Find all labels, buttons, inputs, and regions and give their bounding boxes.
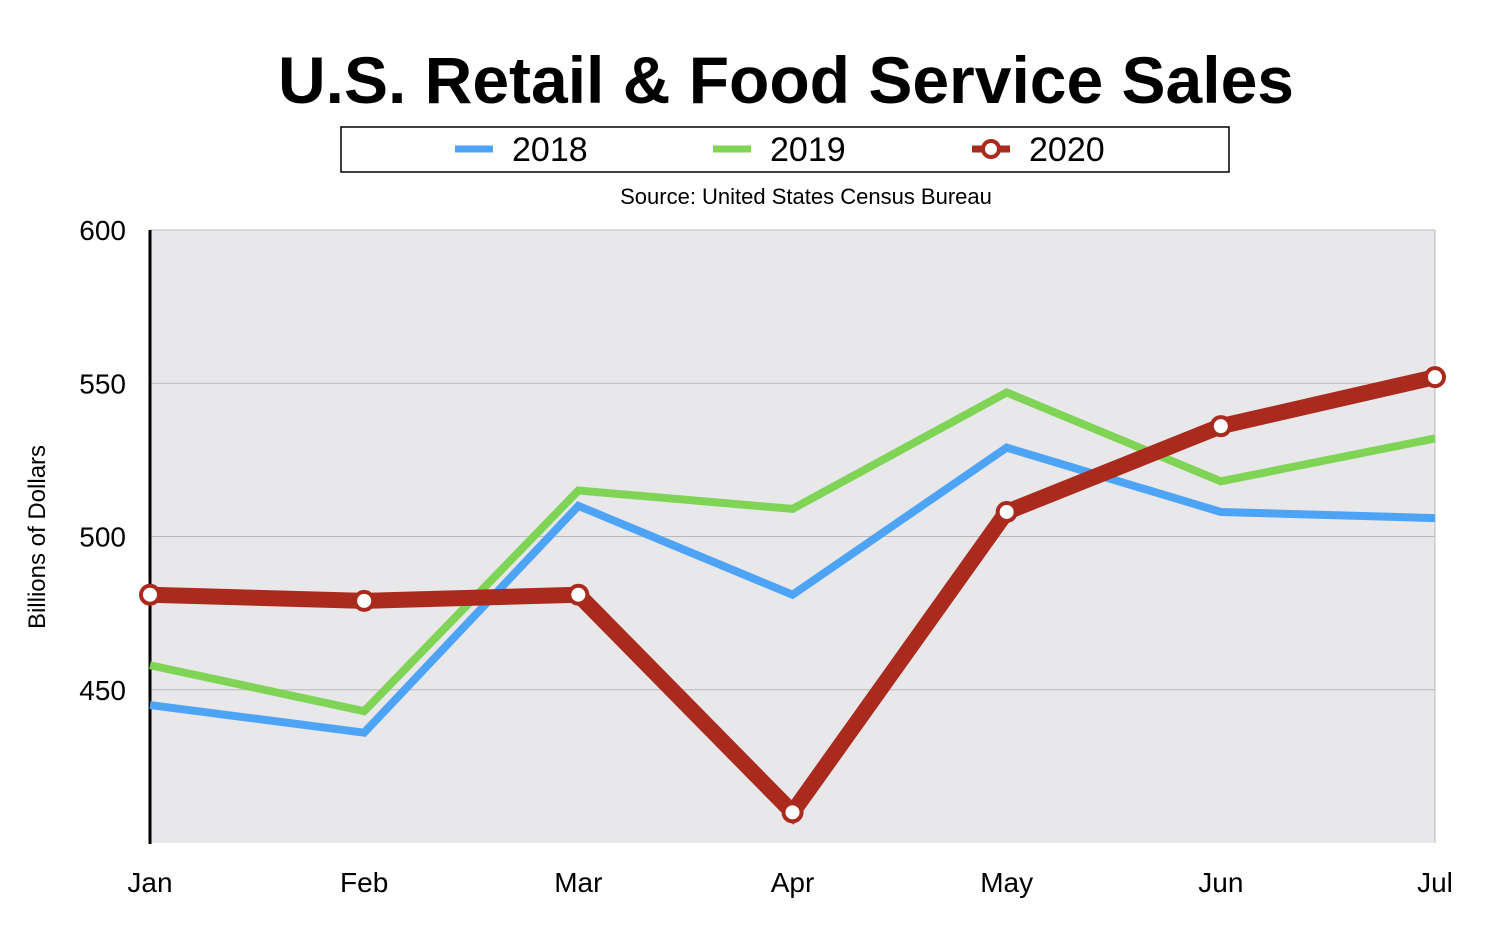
series-2019 bbox=[149, 388, 1436, 716]
data-point bbox=[1424, 366, 1446, 389]
data-point bbox=[1209, 415, 1232, 438]
data-point bbox=[353, 589, 376, 612]
y-tick-label: 500 bbox=[79, 522, 126, 553]
y-tick-label: 450 bbox=[79, 675, 126, 706]
y-tick-label: 550 bbox=[79, 368, 126, 399]
x-tick-label: May bbox=[980, 867, 1033, 898]
chart-subtitle: Source: United States Census Bureau bbox=[620, 184, 992, 209]
x-tick-label: Apr bbox=[771, 867, 815, 898]
legend-marker bbox=[981, 139, 1001, 159]
series-2020 bbox=[139, 366, 1446, 825]
legend: 2018 2019 2020 bbox=[340, 126, 1230, 173]
data-point bbox=[781, 801, 804, 824]
legend-label: 2019 bbox=[770, 131, 846, 169]
x-tick-label: Jul bbox=[1417, 867, 1453, 898]
series-2018 bbox=[149, 443, 1436, 737]
x-tick-label: Feb bbox=[340, 867, 388, 898]
data-point bbox=[567, 583, 590, 606]
x-tick-label: Jun bbox=[1198, 867, 1243, 898]
y-axis-label: Billions of Dollars bbox=[24, 445, 51, 629]
legend-label: 2020 bbox=[1029, 131, 1105, 169]
series-line bbox=[149, 388, 1436, 716]
x-tick-label: Jan bbox=[127, 867, 172, 898]
legend-item: 2020 bbox=[972, 131, 1105, 169]
legend-item: 2018 bbox=[455, 131, 588, 169]
legend-item: 2019 bbox=[713, 131, 846, 169]
legend-label: 2018 bbox=[512, 131, 588, 169]
x-tick-label: Mar bbox=[554, 867, 602, 898]
chart-title: U.S. Retail & Food Service Sales bbox=[278, 43, 1294, 117]
data-point bbox=[139, 583, 161, 606]
data-point bbox=[995, 500, 1018, 523]
series-line bbox=[149, 443, 1436, 737]
y-tick-label: 600 bbox=[79, 215, 126, 246]
plot-area: 450 500 550 600 Jan Feb Mar Apr May Jun Jul bbox=[79, 215, 1453, 898]
